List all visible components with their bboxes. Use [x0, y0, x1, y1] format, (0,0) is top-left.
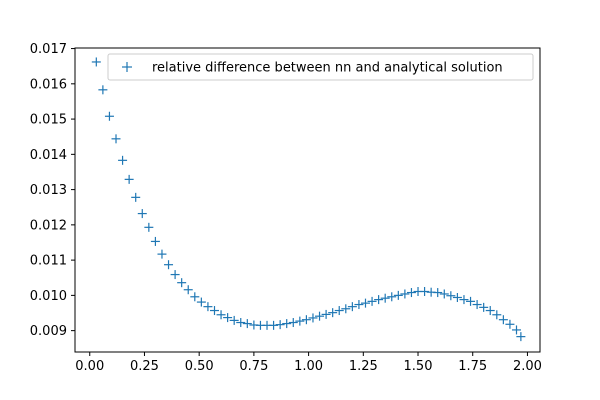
data-point	[282, 319, 292, 329]
data-point	[164, 260, 174, 270]
data-point	[288, 318, 298, 328]
legend-box	[107, 53, 534, 81]
y-tick-label: 0.011	[30, 254, 67, 269]
data-point	[479, 302, 489, 312]
data-point	[354, 300, 364, 310]
data-point	[492, 310, 502, 320]
data-point	[511, 325, 521, 335]
data-point	[328, 308, 338, 318]
data-point	[203, 302, 213, 312]
y-tick-label: 0.015	[30, 113, 67, 128]
x-tick-label: 0.00	[75, 359, 104, 374]
x-tick-label: 1.75	[458, 359, 487, 374]
plot-area	[91, 57, 526, 342]
legend: relative difference between nn and analy…	[107, 53, 534, 81]
data-point	[505, 319, 515, 329]
data-point	[295, 316, 305, 326]
data-point	[111, 134, 121, 144]
x-tick-label: 0.75	[239, 359, 268, 374]
y-tick-label: 0.009	[30, 324, 67, 339]
data-point	[380, 293, 390, 303]
data-point	[459, 295, 469, 305]
data-point	[347, 302, 357, 312]
x-tick-label: 1.25	[349, 359, 378, 374]
data-point	[177, 278, 187, 288]
data-point	[157, 249, 167, 259]
data-point	[236, 318, 246, 328]
data-point	[406, 288, 416, 298]
y-tick-label: 0.013	[30, 183, 67, 198]
data-point	[170, 270, 180, 280]
series-0	[91, 57, 526, 342]
data-point	[367, 296, 377, 306]
data-point	[104, 111, 114, 121]
data-point	[124, 174, 134, 184]
data-point	[118, 155, 128, 165]
axes: 0.00 0.25 0.50 0.75 1.00 1.25 1.50 1.75 2.00 0.00…	[30, 42, 542, 374]
data-point	[131, 192, 141, 202]
data-point	[374, 295, 384, 305]
data-point	[446, 291, 456, 301]
data-point	[452, 292, 462, 302]
y-tick-label: 0.016	[30, 77, 67, 92]
legend-label: relative difference between nn and analy…	[152, 61, 503, 76]
data-point	[472, 300, 482, 310]
data-point	[209, 306, 219, 316]
y-tick-label: 0.014	[30, 148, 67, 163]
data-point	[315, 311, 325, 321]
x-tick-label: 2.00	[513, 359, 542, 374]
data-point	[216, 310, 226, 320]
data-point	[275, 320, 285, 330]
data-point	[144, 222, 154, 232]
y-tick-label: 0.017	[30, 42, 67, 57]
data-point	[433, 288, 443, 298]
data-point	[190, 292, 200, 302]
axes-frame	[74, 47, 541, 353]
x-tick-label: 1.50	[404, 359, 433, 374]
data-point	[150, 236, 160, 246]
data-point	[360, 298, 370, 308]
data-point	[98, 85, 108, 95]
data-point	[242, 319, 252, 329]
x-tick-label: 1.00	[294, 359, 323, 374]
data-point	[420, 286, 430, 296]
data-point	[269, 320, 279, 330]
data-point	[334, 306, 344, 316]
data-point	[485, 306, 495, 316]
x-tick-label: 0.50	[185, 359, 214, 374]
data-point	[321, 309, 331, 319]
data-point	[466, 296, 476, 306]
data-point	[400, 289, 410, 299]
x-tick-label: 0.25	[130, 359, 159, 374]
data-point	[91, 57, 101, 67]
data-point	[439, 289, 449, 299]
data-point	[387, 292, 397, 302]
data-point	[223, 313, 233, 323]
y-tick-label: 0.010	[30, 289, 67, 304]
data-point	[393, 290, 403, 300]
data-point	[301, 315, 311, 325]
data-point	[229, 315, 239, 325]
data-point	[341, 304, 351, 314]
y-tick-label: 0.012	[30, 218, 67, 233]
legend-marker	[122, 62, 132, 72]
data-point	[498, 315, 508, 325]
data-point	[183, 285, 193, 295]
data-point	[196, 297, 206, 307]
data-point	[308, 313, 318, 323]
data-point	[516, 332, 526, 342]
data-point	[137, 209, 147, 219]
